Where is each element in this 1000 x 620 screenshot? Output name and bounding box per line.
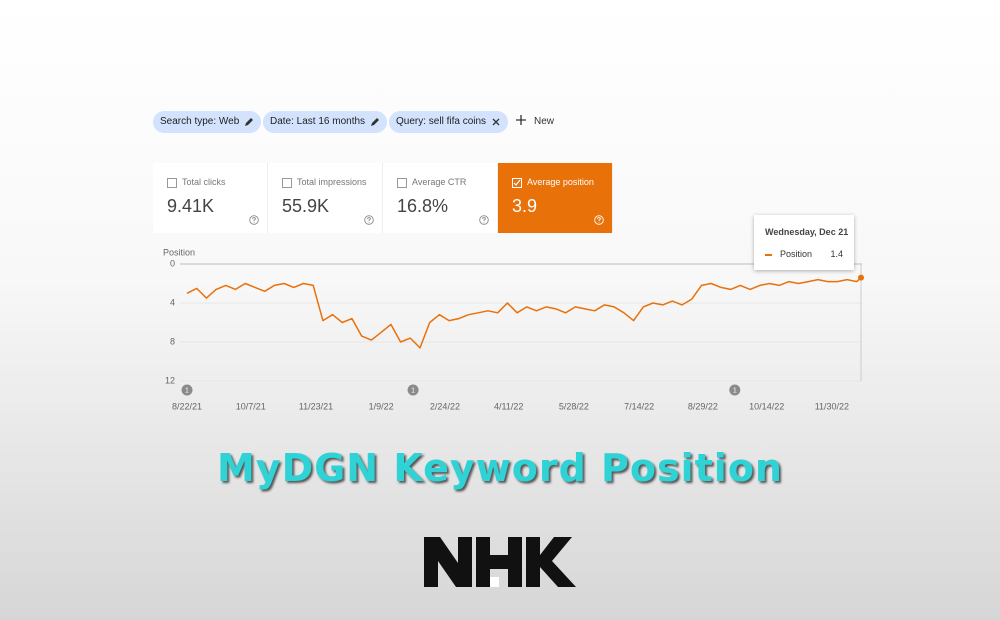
tooltip-value: 1.4 [830, 249, 843, 259]
metric-label-text: Total clicks [182, 177, 226, 187]
tooltip-series: Position [780, 249, 813, 259]
edit-icon [245, 118, 254, 126]
x-tick-label: 11/23/21 [299, 401, 333, 411]
metric-value: 55.9K [282, 196, 330, 216]
metric-label: Average position [512, 177, 594, 188]
annotation-label: 1 [185, 387, 189, 394]
annotation-marker [729, 384, 741, 396]
help-icon [594, 215, 604, 225]
new-text: New [534, 116, 555, 127]
x-tick-label: 4/11/22 [494, 401, 523, 411]
filter-chip[interactable]: Search type: Web [153, 111, 262, 133]
help-icon [364, 215, 374, 225]
annotation-label: 1 [411, 387, 415, 394]
logo [424, 537, 576, 587]
metric-label: Total clicks [167, 177, 226, 188]
x-tick-label: 2/24/22 [430, 401, 460, 411]
x-tick-label: 7/14/22 [624, 401, 654, 411]
checkbox [282, 178, 292, 188]
tooltip: Wednesday, Dec 21 Position 1.4 [754, 215, 854, 270]
tooltip-date: Wednesday, Dec 21 [765, 227, 849, 237]
x-tick-label: 8/29/22 [688, 401, 718, 411]
metric-label-text: Average CTR [412, 177, 467, 187]
x-tick-label: 8/22/21 [172, 401, 202, 411]
x-tick-label: 10/7/21 [236, 401, 266, 411]
y-tick-label: 4 [170, 297, 175, 307]
banner-title: MyDGN Keyword Position [216, 446, 783, 490]
x-tick-label: 5/28/22 [559, 401, 589, 411]
metric-label-text: Total impressions [297, 177, 367, 187]
x-tick-label: 11/30/22 [815, 401, 849, 411]
filter-text: Date: Last 16 months [270, 116, 366, 127]
y-tick-label: 12 [165, 375, 175, 385]
metric-label-text: Average position [527, 177, 594, 187]
metric-card[interactable]: Total clicks 9.41K [153, 163, 268, 233]
line [186, 277, 862, 349]
metric-card[interactable]: Total impressions 55.9K [268, 163, 383, 233]
metric-card[interactable]: Average CTR 16.8% [383, 163, 498, 233]
x-tick-label: 10/14/22 [749, 401, 784, 411]
hover-point [858, 274, 864, 281]
y-axis-label: Position [163, 247, 195, 257]
tooltip-swatch [765, 254, 772, 256]
annotation-label: 1 [733, 387, 737, 394]
annotation-marker [181, 384, 193, 396]
filter-chip[interactable]: Query: sell fifa coins [389, 111, 509, 133]
x-tick-label: 1/9/22 [369, 401, 394, 411]
metric-label: Total impressions [282, 177, 367, 188]
close-icon [492, 118, 500, 126]
metric-card[interactable]: Average position 3.9 [498, 163, 613, 233]
filter-chip[interactable]: Date: Last 16 months [263, 111, 388, 133]
filter-text: Search type: Web [160, 116, 240, 127]
metric-value: 16.8% [397, 196, 449, 216]
annotation-marker [407, 384, 419, 396]
filter-text: Query: sell fifa coins [396, 116, 487, 127]
new-button[interactable]: New [516, 111, 554, 133]
help-icon [249, 215, 259, 225]
checkbox [512, 178, 522, 188]
plus-icon [516, 115, 526, 125]
metric-value: 3.9 [512, 196, 538, 216]
y-tick-label: 0 [170, 258, 175, 268]
metric-value: 9.41K [167, 196, 215, 216]
edit-icon [371, 118, 380, 126]
metric-label: Average CTR [397, 177, 467, 188]
help-icon [479, 215, 489, 225]
y-tick-label: 8 [170, 336, 175, 346]
checkbox [167, 178, 177, 188]
checkbox [397, 178, 407, 188]
